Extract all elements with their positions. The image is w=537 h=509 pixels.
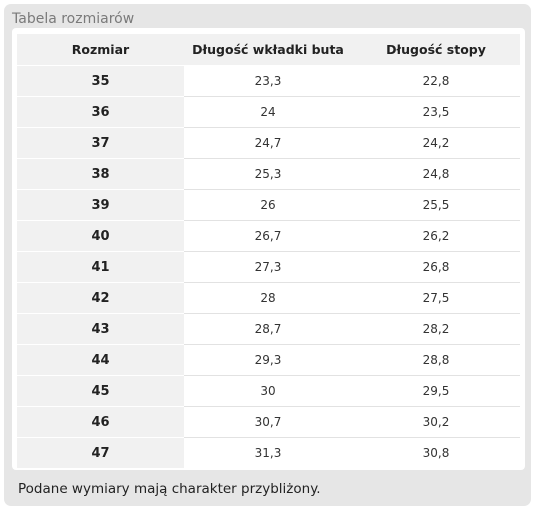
table-row: 38 25,3 24,8: [17, 158, 520, 190]
insole-length-cell: 23,3: [184, 65, 352, 97]
size-cell: 38: [17, 158, 184, 190]
insole-length-cell: 26: [184, 189, 352, 221]
table-row: 40 26,7 26,2: [17, 220, 520, 252]
size-cell: 41: [17, 251, 184, 283]
size-cell: 44: [17, 344, 184, 376]
foot-length-cell: 24,8: [352, 158, 520, 190]
foot-length-cell: 27,5: [352, 282, 520, 314]
table-row: 37 24,7 24,2: [17, 127, 520, 159]
insole-length-cell: 28,7: [184, 313, 352, 345]
foot-length-cell: 26,2: [352, 220, 520, 252]
table-row: 41 27,3 26,8: [17, 251, 520, 283]
header-insole-length: Długość wkładki buta: [184, 34, 352, 66]
size-cell: 43: [17, 313, 184, 345]
insole-length-cell: 25,3: [184, 158, 352, 190]
size-cell: 37: [17, 127, 184, 159]
foot-length-cell: 25,5: [352, 189, 520, 221]
header-foot-length: Długość stopy: [352, 34, 520, 66]
table-row: 46 30,7 30,2: [17, 406, 520, 438]
insole-length-cell: 30,7: [184, 406, 352, 438]
header-size: Rozmiar: [17, 34, 184, 66]
size-cell: 39: [17, 189, 184, 221]
size-cell: 36: [17, 96, 184, 128]
foot-length-cell: 30,2: [352, 406, 520, 438]
foot-length-cell: 22,8: [352, 65, 520, 97]
size-cell: 35: [17, 65, 184, 97]
foot-length-cell: 29,5: [352, 375, 520, 407]
insole-length-cell: 28: [184, 282, 352, 314]
foot-length-cell: 24,2: [352, 127, 520, 159]
table-header-row: Rozmiar Długość wkładki buta Długość sto…: [17, 34, 520, 66]
size-chart-panel: Tabela rozmiarów Rozmiar Długość wkładki…: [4, 4, 531, 506]
table-row: 36 24 23,5: [17, 96, 520, 128]
table-row: 35 23,3 22,8: [17, 65, 520, 97]
insole-length-cell: 29,3: [184, 344, 352, 376]
table-row: 42 28 27,5: [17, 282, 520, 314]
size-cell: 40: [17, 220, 184, 252]
insole-length-cell: 26,7: [184, 220, 352, 252]
foot-length-cell: 23,5: [352, 96, 520, 128]
insole-length-cell: 24,7: [184, 127, 352, 159]
table-row: 43 28,7 28,2: [17, 313, 520, 345]
size-table: Rozmiar Długość wkładki buta Długość sto…: [17, 34, 520, 468]
size-cell: 45: [17, 375, 184, 407]
size-cell: 42: [17, 282, 184, 314]
foot-length-cell: 30,8: [422, 446, 450, 460]
size-cell: 46: [17, 406, 184, 438]
table-row: 45 30 29,5: [17, 375, 520, 407]
footnote: Podane wymiary mają charakter przybliżon…: [18, 481, 321, 497]
size-cell: 47: [17, 437, 184, 468]
insole-length-cell: 27,3: [184, 251, 352, 283]
insole-length-cell: 31,3: [254, 446, 282, 460]
foot-length-cell: 28,8: [352, 344, 520, 376]
panel-title: Tabela rozmiarów: [12, 11, 135, 27]
table-row: 44 29,3 28,8: [17, 344, 520, 376]
insole-length-cell: 24: [184, 96, 352, 128]
foot-length-cell: 26,8: [352, 251, 520, 283]
foot-length-cell: 28,2: [352, 313, 520, 345]
size-table-card: Rozmiar Długość wkładki buta Długość sto…: [12, 28, 525, 470]
table-row: 47 31,3 30,8: [17, 437, 520, 468]
insole-length-cell: 30: [184, 375, 352, 407]
table-row: 39 26 25,5: [17, 189, 520, 221]
